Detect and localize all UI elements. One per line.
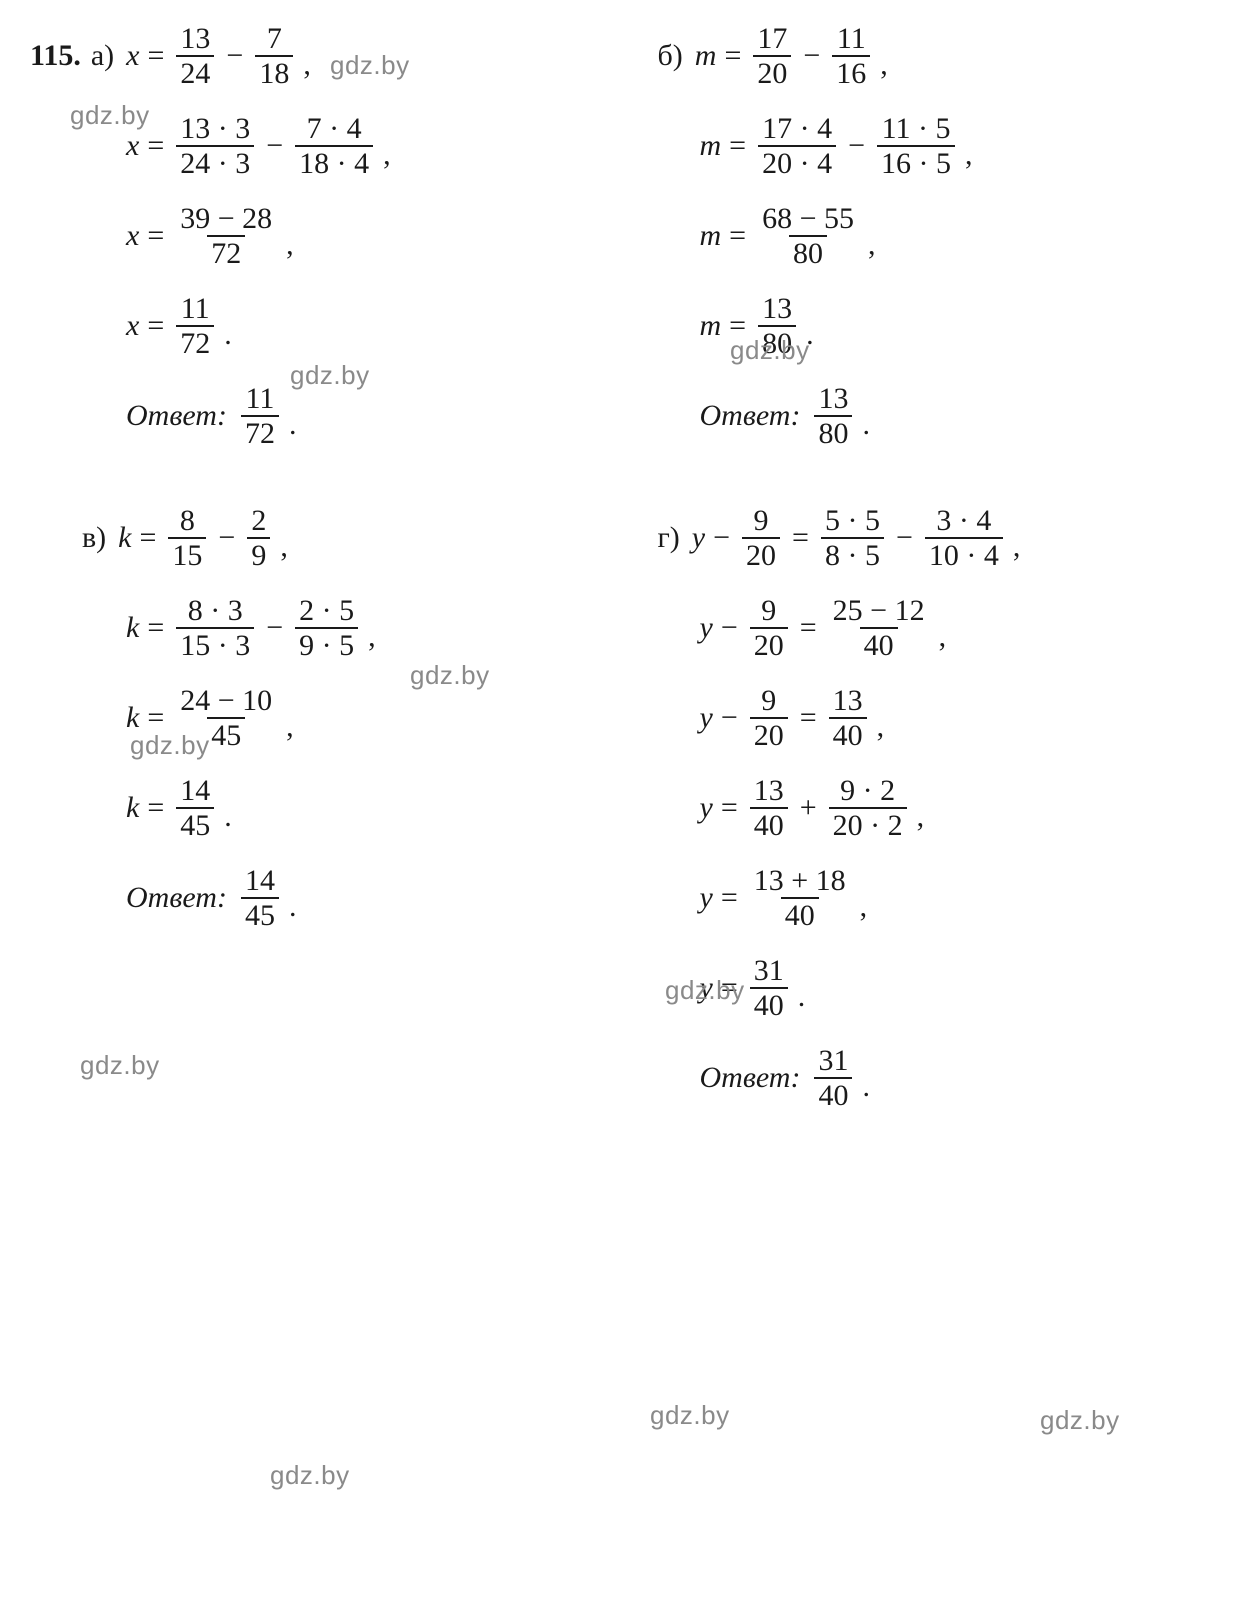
v-l2-f1: 8 · 3 15 · 3 <box>176 595 254 662</box>
label-g: г) <box>658 521 680 555</box>
watermark: gdz.by <box>270 1460 350 1491</box>
b-ans-f: 13 80 <box>814 383 852 450</box>
a-answer: Ответ: 11 72 . <box>126 380 296 452</box>
b-var: m <box>695 39 717 73</box>
a-line1: 115. а) x = 13 24 − 7 18 , <box>30 20 311 92</box>
v-l4-f: 14 45 <box>176 775 214 842</box>
problem-b: б) m = 17 20 − 11 16 , m = <box>658 20 1206 452</box>
b-line1: б) m = 17 20 − 11 16 , <box>658 20 888 92</box>
v-l1-f1: 8 15 <box>168 505 206 572</box>
v-line4: k = 14 45 . <box>126 772 232 844</box>
v-l3-f: 24 − 10 45 <box>176 685 276 752</box>
content: 115. а) x = 13 24 − 7 18 , x <box>30 20 1205 1114</box>
a-ans-f: 11 72 <box>241 383 279 450</box>
b-line2: m = 17 · 4 20 · 4 − 11 · 5 16 · 5 , <box>700 110 973 182</box>
b-l4-f: 13 80 <box>758 293 796 360</box>
v-l1-f2: 2 9 <box>247 505 270 572</box>
v-line3: k = 24 − 10 45 , <box>126 682 294 754</box>
g-l1-f2: 3 · 4 10 · 4 <box>925 505 1003 572</box>
g-line1: г) y − 9 20 = 5 · 5 8 · 5 − 3 · 4 <box>658 502 1021 574</box>
watermark: gdz.by <box>650 1400 730 1431</box>
b-l1-f2: 11 16 <box>832 23 870 90</box>
g-line2: y − 9 20 = 25 − 12 40 , <box>700 592 947 664</box>
b-line3: m = 68 − 55 80 , <box>700 200 876 272</box>
label-b: б) <box>658 39 683 73</box>
g-l1-f1: 5 · 5 8 · 5 <box>821 505 884 572</box>
b-l1-f1: 17 20 <box>753 23 791 90</box>
v-var: k <box>118 521 131 555</box>
v-ans-f: 14 45 <box>241 865 279 932</box>
g-l4-f2: 9 · 2 20 · 2 <box>829 775 907 842</box>
row-vg: в) k = 8 15 − 2 9 , k = <box>30 502 1205 1114</box>
b-l3-f: 68 − 55 80 <box>758 203 858 270</box>
problem-g: г) y − 9 20 = 5 · 5 8 · 5 − 3 · 4 <box>658 502 1206 1114</box>
a-l1-f1: 13 24 <box>176 23 214 90</box>
g-answer: Ответ: 31 40 . <box>700 1042 870 1114</box>
a-l2-f1: 13 · 3 24 · 3 <box>176 113 254 180</box>
g-l5-f: 13 + 18 40 <box>750 865 850 932</box>
g-var: y <box>692 521 705 555</box>
problem-number: 115. <box>30 39 81 73</box>
a-line2: x = 13 · 3 24 · 3 − 7 · 4 18 · 4 , <box>126 110 391 182</box>
g-line4: y = 13 40 + 9 · 2 20 · 2 , <box>700 772 925 844</box>
b-line4: m = 13 80 . <box>700 290 814 362</box>
b-l2-f1: 17 · 4 20 · 4 <box>758 113 836 180</box>
page-root: 115. а) x = 13 24 − 7 18 , x <box>30 20 1205 1114</box>
a-var: x <box>126 39 139 73</box>
b-answer: Ответ: 13 80 . <box>700 380 870 452</box>
g-l6-f: 31 40 <box>750 955 788 1022</box>
g-line3: y − 9 20 = 13 40 , <box>700 682 885 754</box>
a-l3-f: 39 − 28 72 <box>176 203 276 270</box>
b-l2-f2: 11 · 5 16 · 5 <box>877 113 955 180</box>
watermark: gdz.by <box>1040 1405 1120 1436</box>
row-ab: 115. а) x = 13 24 − 7 18 , x <box>30 20 1205 452</box>
v-answer: Ответ: 14 45 . <box>126 862 296 934</box>
v-line2: k = 8 · 3 15 · 3 − 2 · 5 9 · 5 , <box>126 592 376 664</box>
a-l1-f2: 7 18 <box>255 23 293 90</box>
a-l4-f: 11 72 <box>176 293 214 360</box>
answer-label: Ответ: <box>126 399 227 433</box>
g-l1-lf: 9 20 <box>742 505 780 572</box>
eq: = <box>148 39 165 73</box>
g-l2-f: 25 − 12 40 <box>829 595 929 662</box>
g-l2-lf: 9 20 <box>750 595 788 662</box>
minus: − <box>226 39 243 73</box>
v-line1: в) k = 8 15 − 2 9 , <box>82 502 288 574</box>
g-l3-f: 13 40 <box>829 685 867 752</box>
g-l3-lf: 9 20 <box>750 685 788 752</box>
problem-v: в) k = 8 15 − 2 9 , k = <box>30 502 578 934</box>
comma: , <box>303 48 311 92</box>
a-l2-f2: 7 · 4 18 · 4 <box>295 113 373 180</box>
label-v: в) <box>82 521 106 555</box>
v-l2-f2: 2 · 5 9 · 5 <box>295 595 358 662</box>
label-a: а) <box>91 39 114 73</box>
g-line6: y = 31 40 . <box>700 952 806 1024</box>
a-line3: x = 39 − 28 72 , <box>126 200 294 272</box>
g-l4-f1: 13 40 <box>750 775 788 842</box>
problem-a: 115. а) x = 13 24 − 7 18 , x <box>30 20 578 452</box>
a-line4: x = 11 72 . <box>126 290 232 362</box>
g-ans-f: 31 40 <box>814 1045 852 1112</box>
g-line5: y = 13 + 18 40 , <box>700 862 868 934</box>
